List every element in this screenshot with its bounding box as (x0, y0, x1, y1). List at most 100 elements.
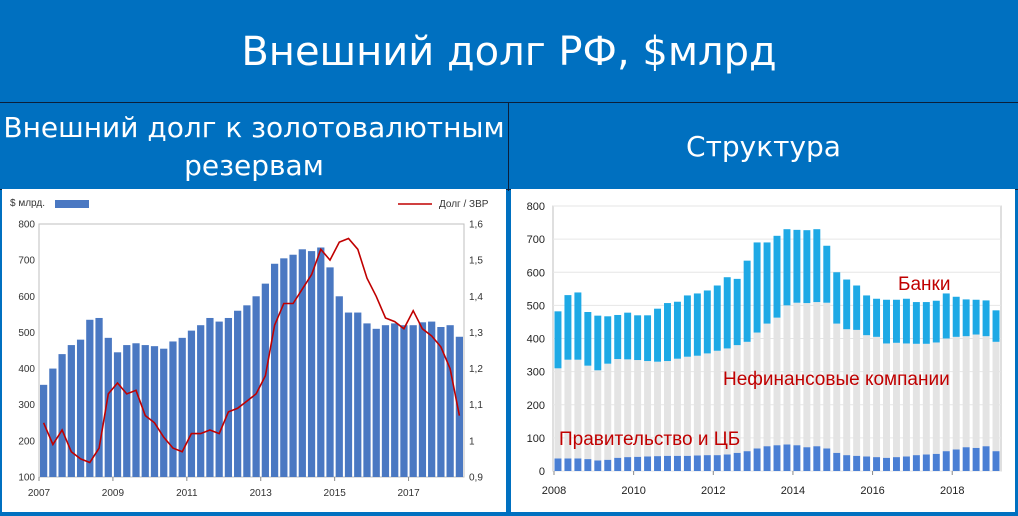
gov-bar-segment (773, 445, 781, 471)
bank-bar-segment (634, 315, 642, 361)
debt-bar (206, 317, 214, 477)
gov-bar-segment (982, 446, 990, 471)
y2-tick-label: 1 (469, 436, 475, 447)
debt-bar (197, 325, 205, 477)
nonfin-bar-segment (644, 361, 652, 457)
plot-area (38, 223, 465, 478)
gov-bar-segment (564, 458, 572, 471)
bank-bar-segment (952, 296, 960, 337)
nonfin-bar-segment (624, 359, 632, 458)
debt-bar (418, 322, 427, 477)
y-tick-label: 400 (18, 364, 35, 375)
gov-bar-segment (863, 456, 871, 471)
annotation-nonfinancial: Нефинансовые компании (723, 369, 950, 390)
gov-bar-segment (843, 455, 851, 471)
gov-bar-segment (753, 448, 761, 471)
gov-bar-segment (813, 446, 821, 471)
debt-bar (372, 328, 380, 477)
bank-bar-segment (703, 290, 711, 354)
debt-bar (104, 337, 112, 477)
gov-bar-segment (883, 457, 890, 471)
nonfin-bar-segment (952, 336, 960, 450)
bank-bar-segment (564, 295, 572, 360)
bank-bar-segment (554, 311, 562, 369)
debt-bar (354, 312, 362, 477)
debt-bar (49, 368, 57, 477)
debt-to-reserves-panel: 100 200 300 400 500 600 700 800 0,9 1 1,1 1,2 1,3 1,4… (2, 189, 506, 512)
gov-bar-segment (624, 457, 632, 471)
annotation-government: Правительство и ЦБ (559, 429, 740, 450)
nonfin-bar-segment (783, 305, 791, 445)
debt-structure-chart: 0 100 200 300 400 500 600 700 800 2008 2010 2012 201… (527, 201, 1002, 497)
nonfin-bar-segment (922, 343, 930, 455)
bank-bar-segment (693, 293, 701, 356)
nonfin-bar-segment (693, 355, 701, 456)
bank-bar-segment (912, 302, 920, 344)
bank-bar-segment (783, 229, 791, 306)
bank-bar-segment (723, 277, 731, 349)
debt-bar (363, 323, 371, 477)
debt-bar (307, 251, 316, 477)
y-tick-label: 200 (18, 436, 35, 447)
nonfin-bar-segment (584, 365, 592, 460)
gov-bar-segment (673, 455, 681, 471)
divider-vertical (508, 103, 509, 191)
nonfin-bar-segment (833, 323, 841, 453)
nonfin-bar-segment (564, 359, 572, 459)
debt-bar (437, 327, 445, 477)
debt-bar (455, 336, 463, 477)
bank-bar-segment (594, 315, 602, 371)
gov-bar-segment (793, 445, 801, 471)
debt-bar (270, 263, 279, 477)
y-tick-label: 700 (18, 256, 35, 267)
debt-bar (317, 247, 325, 477)
bank-bar-segment (932, 300, 940, 343)
y2-tick-label: 1,1 (469, 400, 483, 411)
left-heading: Внешний долг к золотовалютным резервам (3, 111, 505, 182)
bank-bar-segment (644, 315, 652, 362)
bank-bar-segment (922, 302, 930, 344)
nonfin-bar-segment (813, 302, 821, 447)
y-tick-label: 600 (18, 292, 35, 303)
bank-bar-segment (992, 310, 1000, 342)
bank-bar-segment (614, 314, 622, 360)
y-tick-label: 200 (527, 400, 545, 412)
nonfin-bar-segment (992, 341, 1000, 452)
debt-bar (326, 267, 334, 477)
nonfin-bar-segment (703, 353, 711, 456)
gov-bar-segment (783, 444, 791, 471)
debt-bar (67, 345, 75, 477)
y2-tick-label: 1,3 (469, 328, 483, 339)
debt-bar (215, 321, 223, 477)
gov-bar-segment (952, 449, 960, 471)
y2-tick-label: 1,4 (469, 292, 483, 303)
gov-bar-segment (992, 451, 1000, 471)
bank-bar-segment (624, 312, 632, 360)
y-tick-label: 400 (527, 334, 545, 346)
nonfin-bar-segment (863, 335, 871, 457)
bank-bar-segment (982, 300, 990, 337)
y-tick-label: 300 (527, 367, 545, 379)
bank-bar-segment (853, 285, 861, 330)
gov-bar-segment (644, 456, 652, 471)
gov-bar-segment (654, 456, 662, 471)
bank-bar-segment (803, 230, 811, 304)
y-tick-label: 700 (527, 234, 545, 246)
bank-bar-segment (773, 235, 781, 318)
debt-bar (187, 330, 196, 477)
nonfin-bar-segment (733, 345, 741, 453)
gov-bar-segment (853, 455, 861, 471)
nonfin-bar-segment (614, 359, 622, 458)
debt-bar (86, 319, 94, 477)
debt-to-reserves-line (42, 237, 461, 464)
bank-bar-segment (883, 299, 890, 344)
gov-bar-segment (703, 455, 711, 471)
y-tick-label: 0 (539, 466, 545, 478)
bank-bar-segment (664, 303, 671, 362)
nonfin-bar-segment (594, 370, 602, 461)
gov-bar-segment (902, 456, 910, 471)
nonfin-bar-segment (743, 341, 751, 452)
debt-bar (446, 325, 454, 477)
nonfin-bar-segment (753, 332, 761, 449)
debt-bar (391, 323, 399, 477)
